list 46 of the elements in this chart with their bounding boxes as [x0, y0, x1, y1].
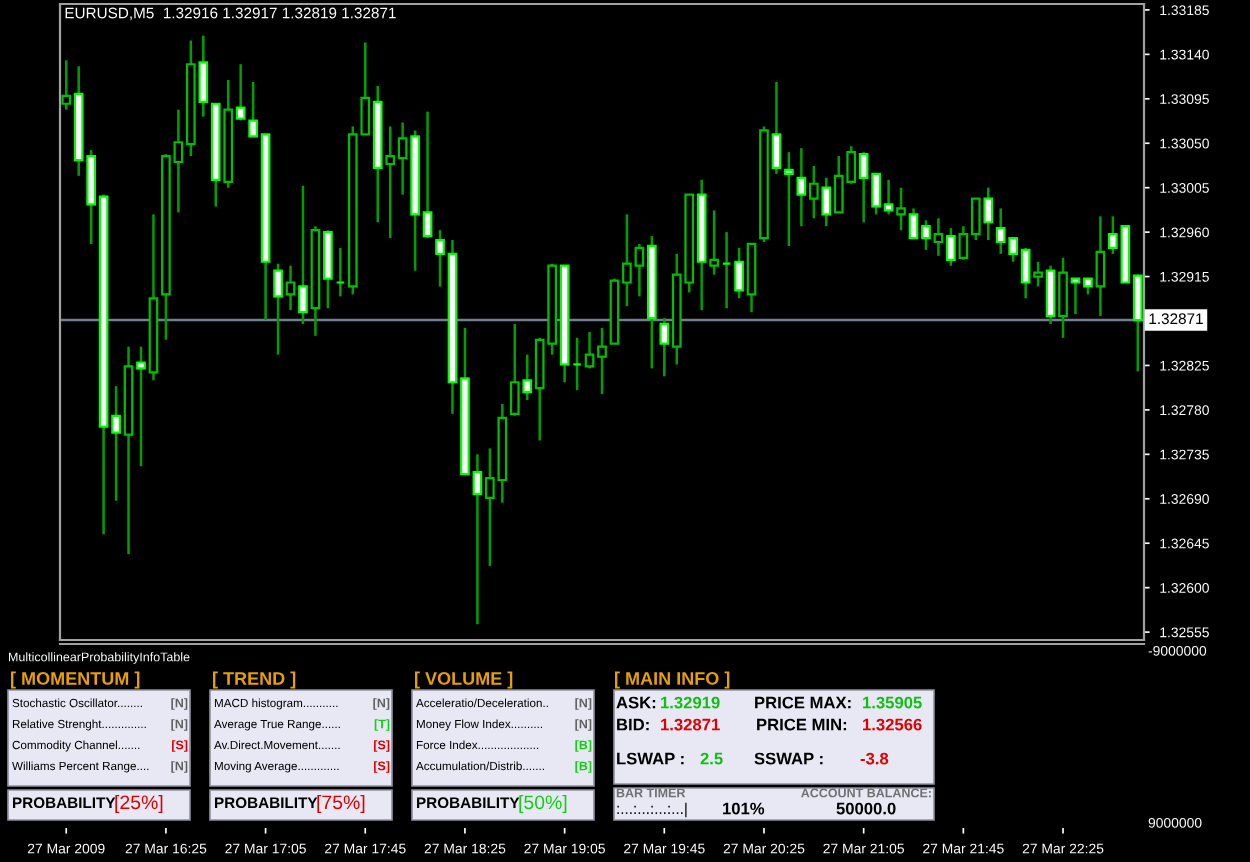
candlestick [61, 59, 72, 111]
text: LSWAP : [617, 752, 684, 765]
text: [75%] [317, 794, 365, 814]
text: [50%] [519, 794, 567, 814]
candlestick [933, 217, 944, 258]
candlestick [522, 353, 533, 402]
candlestick [273, 262, 283, 356]
text: 2.5 [700, 752, 723, 765]
candlestick [285, 264, 296, 312]
candlestick [1045, 264, 1056, 326]
candlestick [821, 176, 832, 228]
candlestick [323, 228, 333, 310]
candlestick [983, 186, 994, 242]
text: 1.32566 [863, 718, 922, 731]
text: 1.32871 [661, 718, 720, 731]
text: [ MOMENTUM ] [11, 671, 140, 689]
candlestick [198, 34, 209, 118]
candlestick [659, 316, 670, 378]
text: 1.35905 [863, 696, 922, 709]
candlestick [808, 164, 819, 220]
text: [25%] [115, 794, 163, 814]
candlestick [709, 209, 719, 276]
candlestick [136, 345, 146, 468]
text: 1.32919 [661, 696, 720, 709]
candlestick [1095, 215, 1106, 318]
text: -3.8 [860, 752, 889, 765]
text: SSWAP : [754, 752, 823, 765]
text: [ TREND ] [213, 671, 296, 689]
candlestick [771, 80, 782, 176]
text: [ VOLUME ] [415, 671, 513, 689]
candlestick [298, 184, 308, 326]
candlestick [1058, 256, 1068, 340]
candlestick [784, 150, 794, 248]
candlestick [1033, 260, 1043, 288]
text: 101% [723, 802, 765, 815]
candlestick [896, 186, 906, 232]
candlestick [946, 226, 956, 267]
text: PRICE MAX: [755, 696, 851, 709]
candlestick [734, 246, 744, 300]
text: [ MAIN INFO ] [615, 671, 730, 689]
text: 50000.0 [836, 802, 896, 815]
text: ASK: [616, 696, 656, 709]
candlestick [796, 146, 807, 228]
text: BID: [617, 718, 649, 731]
candlestick [509, 322, 520, 418]
text: PRICE MIN: [757, 718, 847, 731]
